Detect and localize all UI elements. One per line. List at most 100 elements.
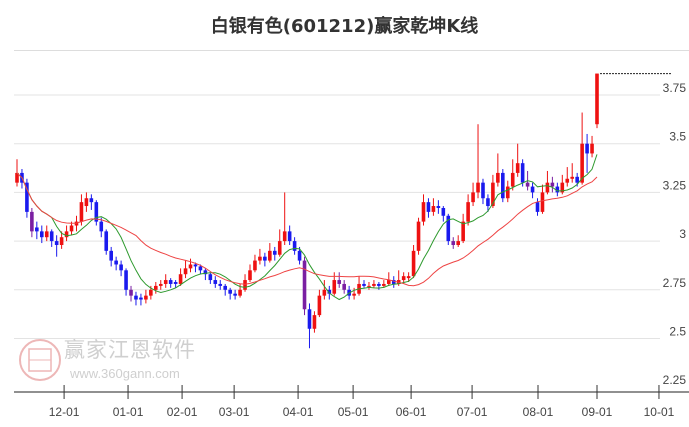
y-tick-label: 3.5 (669, 130, 686, 144)
candle-body (144, 295, 148, 300)
candle-body (446, 215, 451, 242)
candle-body (476, 182, 480, 193)
candle (25, 178, 29, 218)
candle (560, 174, 565, 195)
candle (367, 282, 371, 290)
y-tick-label: 2.25 (663, 373, 687, 387)
candle-body (585, 143, 589, 154)
candle-body (69, 225, 74, 232)
candle (505, 180, 510, 203)
candle (590, 135, 594, 158)
candle (277, 229, 282, 257)
candle-body (401, 276, 406, 281)
candle-body (109, 250, 113, 261)
candle-body (327, 289, 332, 294)
candle-body (94, 202, 99, 222)
candle (421, 194, 426, 226)
candle (515, 143, 520, 177)
candle-body (367, 285, 371, 287)
candle (406, 272, 411, 283)
candle-body (555, 186, 560, 193)
candle-body (243, 280, 247, 290)
candle-body (421, 202, 426, 222)
candle (431, 198, 436, 216)
candle (436, 200, 441, 214)
candle-body (372, 283, 376, 286)
candle (540, 184, 545, 214)
candle-body (426, 202, 431, 212)
candle (595, 73, 599, 129)
candle (362, 280, 366, 288)
ma-short-line (16, 154, 598, 301)
candle-body (139, 297, 143, 300)
candle (109, 246, 113, 267)
candle-body (515, 163, 520, 173)
x-tick-label: 10-01 (644, 405, 675, 419)
candle (272, 246, 277, 261)
candle (337, 272, 342, 288)
candle-body (525, 182, 530, 187)
candle (59, 231, 64, 249)
candle (580, 112, 584, 185)
y-tick-label: 2.5 (669, 325, 686, 339)
watermark-brand: 赢家江恩软件 (64, 338, 196, 362)
candle (104, 229, 109, 255)
candle (198, 264, 203, 275)
candle (332, 272, 337, 296)
x-tick-label: 05-01 (338, 405, 369, 419)
candle-body (451, 241, 456, 245)
candle-body (59, 237, 64, 245)
candle-body (228, 289, 232, 294)
candle-body (233, 293, 237, 296)
candle-body (441, 207, 446, 216)
candle-body (386, 280, 391, 284)
candle (213, 276, 218, 288)
candle (168, 278, 173, 288)
candle (372, 280, 376, 288)
y-tick-label: 3.75 (663, 81, 687, 95)
candle-body (595, 73, 599, 125)
candle (510, 159, 515, 191)
candle-body (565, 178, 570, 183)
candle (44, 225, 49, 242)
header-divider (14, 50, 689, 51)
candle-body (501, 172, 505, 199)
candle (144, 289, 148, 304)
candle-body (158, 283, 163, 286)
candle (163, 274, 168, 288)
candle-body (282, 231, 287, 242)
candle-body (134, 295, 138, 300)
candle (139, 293, 143, 306)
candle-body (307, 309, 312, 329)
candle (411, 244, 416, 279)
candle-body (580, 143, 584, 183)
candle-body (183, 268, 188, 275)
x-tick-label: 12-01 (49, 405, 80, 419)
candle (565, 167, 570, 187)
candle-body (124, 270, 128, 290)
candle (84, 192, 89, 212)
candle-body (317, 295, 322, 316)
candle (228, 287, 232, 300)
candle (317, 289, 322, 318)
candle-body (173, 282, 178, 284)
candle-body (263, 256, 267, 261)
candle-body (272, 250, 277, 255)
candle-body (223, 285, 228, 290)
candle (292, 237, 297, 255)
candle (297, 246, 302, 265)
candle-body (15, 172, 19, 183)
candle-body (590, 143, 594, 154)
candle-body (188, 264, 193, 269)
candle (99, 217, 104, 238)
candle (282, 192, 287, 245)
candle (486, 194, 490, 212)
candle (114, 256, 118, 271)
candle (342, 280, 346, 294)
candle-body (411, 250, 416, 277)
candle (268, 243, 272, 263)
candle-body (352, 293, 356, 296)
candle (322, 280, 327, 300)
candle (471, 182, 475, 207)
